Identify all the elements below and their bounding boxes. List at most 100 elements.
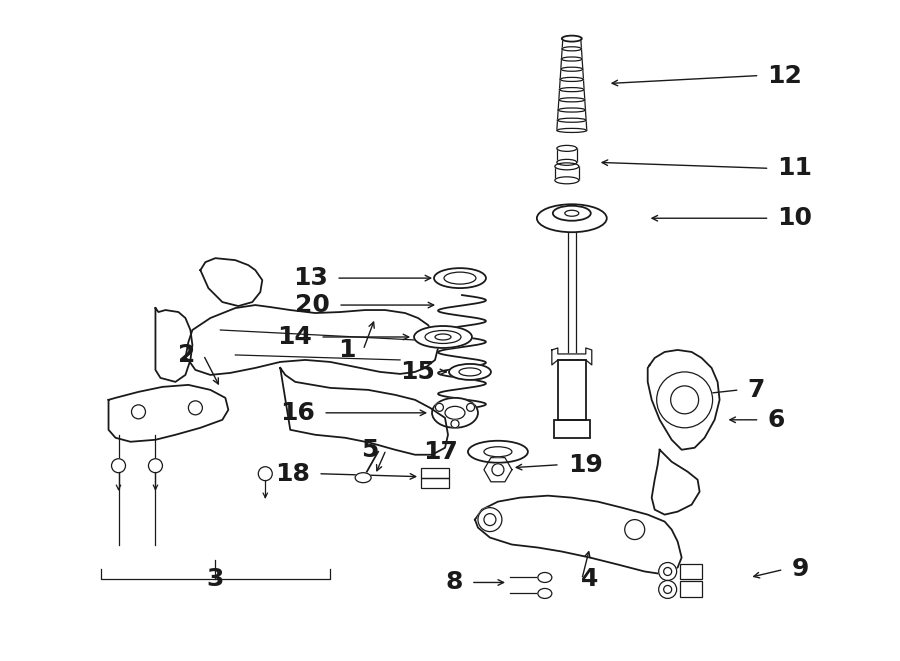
Text: 15: 15: [400, 360, 435, 384]
Polygon shape: [561, 59, 583, 69]
Text: 14: 14: [277, 325, 312, 349]
Ellipse shape: [557, 145, 577, 151]
Text: 6: 6: [768, 408, 785, 432]
Text: 10: 10: [778, 206, 813, 230]
Circle shape: [188, 401, 202, 415]
Polygon shape: [559, 90, 585, 100]
Polygon shape: [557, 110, 586, 120]
Bar: [421, 478, 449, 488]
Bar: [558, 360, 586, 420]
Text: 9: 9: [791, 557, 809, 582]
Polygon shape: [648, 350, 720, 449]
Ellipse shape: [538, 588, 552, 598]
Ellipse shape: [557, 128, 587, 132]
Ellipse shape: [560, 77, 583, 81]
Text: 20: 20: [295, 293, 330, 317]
Bar: [680, 582, 702, 598]
Bar: [421, 468, 449, 478]
Bar: [554, 420, 590, 438]
Ellipse shape: [538, 572, 552, 582]
Polygon shape: [562, 38, 581, 49]
Circle shape: [258, 467, 273, 481]
Ellipse shape: [554, 163, 579, 170]
Bar: [680, 582, 702, 598]
Text: 5: 5: [361, 438, 378, 462]
Ellipse shape: [558, 108, 586, 112]
Circle shape: [451, 420, 459, 428]
Ellipse shape: [425, 330, 461, 344]
Ellipse shape: [444, 272, 476, 284]
Ellipse shape: [537, 204, 607, 232]
Circle shape: [625, 520, 644, 539]
Text: 4: 4: [581, 568, 598, 592]
Bar: [554, 420, 590, 438]
Ellipse shape: [559, 98, 585, 102]
Bar: [421, 478, 449, 488]
Text: 11: 11: [778, 157, 813, 180]
Polygon shape: [201, 258, 262, 306]
Text: 13: 13: [293, 266, 328, 290]
Ellipse shape: [562, 47, 581, 51]
Ellipse shape: [435, 334, 451, 340]
Circle shape: [478, 508, 502, 531]
Text: 16: 16: [280, 401, 315, 425]
Ellipse shape: [434, 268, 486, 288]
Polygon shape: [557, 120, 587, 130]
Bar: [680, 564, 702, 580]
Ellipse shape: [557, 159, 577, 165]
Polygon shape: [185, 305, 438, 375]
Ellipse shape: [565, 210, 579, 216]
Polygon shape: [558, 100, 586, 110]
Text: 2: 2: [178, 343, 195, 367]
Polygon shape: [475, 496, 681, 574]
Bar: [554, 167, 579, 180]
Circle shape: [657, 372, 713, 428]
Ellipse shape: [468, 441, 528, 463]
Circle shape: [148, 459, 162, 473]
Ellipse shape: [432, 398, 478, 428]
Bar: [421, 468, 449, 478]
Polygon shape: [109, 385, 229, 442]
Ellipse shape: [459, 368, 481, 376]
Ellipse shape: [557, 118, 586, 122]
Text: 12: 12: [768, 63, 803, 87]
Text: 19: 19: [568, 453, 603, 477]
Ellipse shape: [449, 364, 491, 380]
Bar: [557, 148, 577, 163]
Polygon shape: [562, 49, 582, 59]
Text: 1: 1: [338, 338, 356, 362]
Polygon shape: [156, 308, 193, 382]
Bar: [557, 148, 577, 163]
Circle shape: [131, 405, 146, 419]
Bar: [554, 167, 579, 180]
Circle shape: [659, 580, 677, 598]
Text: 3: 3: [207, 568, 224, 592]
Circle shape: [436, 403, 444, 411]
Ellipse shape: [445, 407, 465, 419]
Text: 7: 7: [748, 378, 765, 402]
Polygon shape: [560, 69, 583, 79]
Ellipse shape: [560, 87, 584, 92]
Ellipse shape: [414, 326, 472, 348]
Circle shape: [659, 563, 677, 580]
Ellipse shape: [553, 206, 590, 221]
Polygon shape: [484, 457, 512, 482]
Polygon shape: [280, 368, 448, 455]
Bar: [558, 360, 586, 420]
Polygon shape: [560, 79, 584, 90]
Ellipse shape: [554, 177, 579, 184]
Ellipse shape: [356, 473, 371, 483]
Ellipse shape: [484, 447, 512, 457]
Circle shape: [466, 403, 474, 411]
Ellipse shape: [562, 57, 582, 61]
Bar: [680, 564, 702, 580]
Ellipse shape: [561, 67, 583, 71]
Polygon shape: [652, 449, 699, 515]
Text: 17: 17: [423, 440, 458, 464]
Polygon shape: [552, 348, 592, 365]
Ellipse shape: [562, 36, 581, 42]
Text: 18: 18: [275, 461, 310, 486]
Text: 8: 8: [446, 570, 463, 594]
Circle shape: [492, 464, 504, 476]
Circle shape: [112, 459, 125, 473]
